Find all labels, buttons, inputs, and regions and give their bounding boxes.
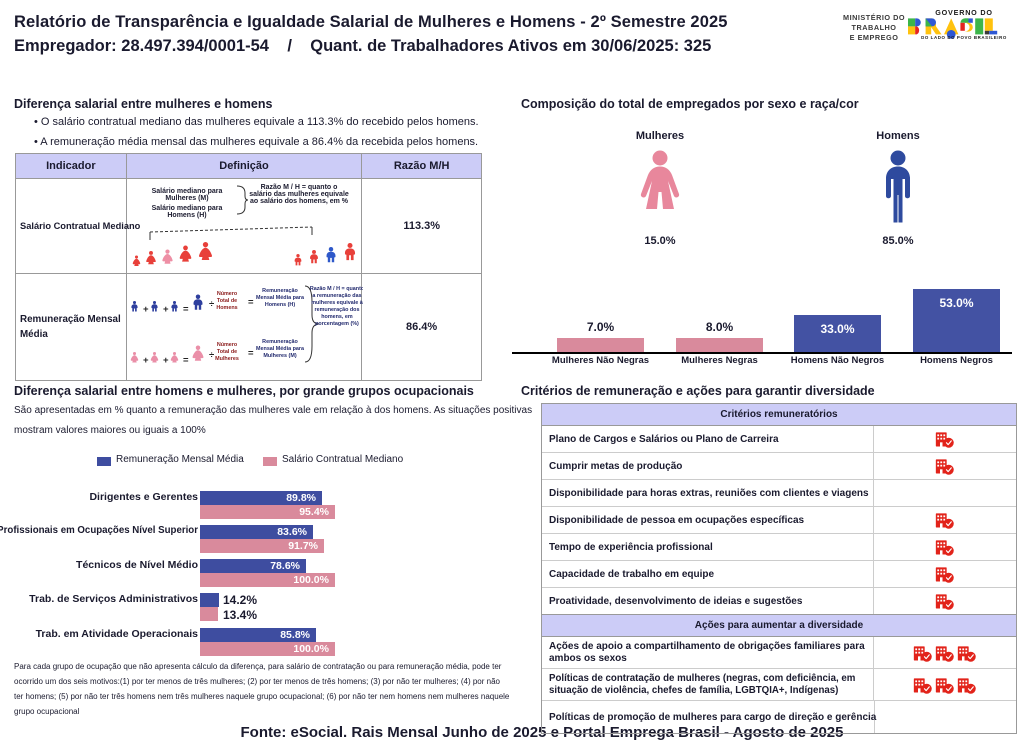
svg-text:homens, em: homens, em [321,314,353,320]
svg-text:+: + [143,304,149,315]
svg-text:=: = [183,355,189,366]
svg-text:Remuneração: Remuneração [262,339,298,345]
svg-text:porcentagem (%): porcentagem (%) [315,321,359,327]
svg-text:=: = [183,304,189,315]
svg-text:+: + [143,355,149,366]
svg-text:Total de: Total de [217,298,237,304]
svg-text:GOVERNO DO: GOVERNO DO [935,8,993,17]
svg-text:Homens (H): Homens (H) [265,302,295,308]
svg-text:=: = [248,348,254,359]
svg-text:+: + [163,355,169,366]
svg-text:Mensal Média para: Mensal Média para [256,295,305,301]
svg-text:mulheres equivale à: mulheres equivale à [311,300,363,306]
svg-text:÷: ÷ [209,350,214,361]
svg-text:Remuneração: Remuneração [262,288,298,294]
svg-text:+: + [163,304,169,315]
svg-text:÷: ÷ [209,299,214,310]
svg-text:Mulheres: Mulheres [215,356,239,362]
svg-text:Número: Número [217,291,238,297]
svg-text:remuneração dos: remuneração dos [314,307,359,313]
svg-text:Mensal Média para: Mensal Média para [256,346,305,352]
svg-text:=: = [248,297,254,308]
svg-text:Total de: Total de [217,349,237,355]
svg-text:Razão M / H = quanto: Razão M / H = quanto [310,286,363,292]
svg-text:Mulheres (M): Mulheres (M) [263,353,296,359]
svg-text:Homens: Homens [216,305,237,311]
svg-text:DO LADO DO POVO BRASILEIRO: DO LADO DO POVO BRASILEIRO [921,35,1007,40]
svg-text:Número: Número [217,342,238,348]
svg-text:a remuneração das: a remuneração das [312,293,361,299]
